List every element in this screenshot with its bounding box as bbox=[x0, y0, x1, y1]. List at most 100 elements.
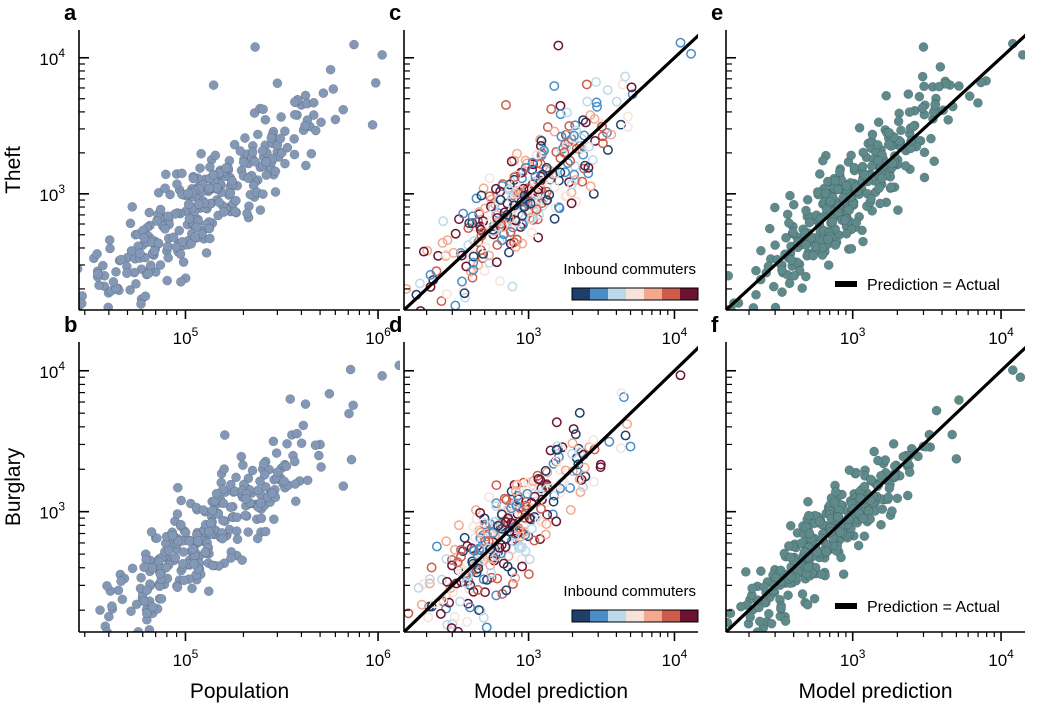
data-point bbox=[763, 608, 774, 619]
data-point bbox=[98, 664, 107, 673]
data-point bbox=[71, 641, 80, 650]
points-group bbox=[71, 360, 400, 673]
data-point bbox=[153, 187, 164, 198]
data-point bbox=[255, 497, 266, 508]
data-point bbox=[567, 448, 578, 459]
tick-base: 10 bbox=[39, 186, 58, 205]
data-point bbox=[302, 475, 313, 486]
data-point bbox=[525, 198, 536, 209]
data-point bbox=[136, 572, 146, 583]
data-point bbox=[152, 216, 162, 226]
tick-exponent: 4 bbox=[58, 46, 65, 60]
data-point bbox=[170, 552, 181, 563]
data-point bbox=[127, 563, 138, 574]
data-point bbox=[851, 217, 862, 228]
data-point bbox=[467, 218, 478, 229]
data-point bbox=[153, 238, 164, 249]
x-tick-label: 103 bbox=[840, 647, 866, 670]
data-point bbox=[441, 249, 452, 260]
data-point bbox=[839, 215, 850, 226]
data-point bbox=[551, 417, 562, 428]
data-point bbox=[225, 188, 236, 199]
data-point bbox=[549, 182, 560, 193]
data-point bbox=[726, 608, 736, 619]
data-point bbox=[886, 182, 897, 192]
data-point bbox=[289, 149, 300, 160]
data-point bbox=[285, 394, 296, 404]
data-point bbox=[591, 97, 602, 108]
identity-line bbox=[404, 345, 698, 632]
data-point bbox=[289, 134, 300, 144]
tick-base: 10 bbox=[39, 363, 58, 382]
data-point bbox=[888, 439, 899, 449]
data-point bbox=[532, 149, 543, 160]
data-point bbox=[162, 275, 173, 286]
data-point bbox=[416, 599, 427, 610]
data-point bbox=[893, 205, 903, 215]
data-point bbox=[139, 562, 149, 573]
row-label: Burglary bbox=[2, 447, 25, 526]
data-point bbox=[237, 555, 248, 566]
data-point bbox=[258, 458, 269, 469]
tick-exponent: 5 bbox=[192, 325, 199, 339]
data-point bbox=[542, 467, 553, 478]
data-point bbox=[177, 168, 187, 179]
data-point bbox=[475, 533, 486, 544]
legend-label: Prediction = Actual bbox=[867, 277, 1000, 294]
data-point bbox=[776, 602, 786, 613]
data-point bbox=[904, 467, 915, 478]
data-point bbox=[425, 269, 436, 280]
data-point bbox=[318, 88, 329, 98]
data-point bbox=[167, 530, 178, 541]
data-point bbox=[801, 205, 811, 216]
identity-line bbox=[726, 33, 1025, 310]
data-point bbox=[846, 150, 856, 161]
data-point bbox=[591, 77, 601, 88]
data-point bbox=[250, 156, 260, 167]
data-point bbox=[520, 500, 531, 511]
data-point bbox=[740, 567, 751, 577]
data-point bbox=[580, 117, 591, 128]
x-axis-label: Population bbox=[190, 680, 289, 703]
data-point bbox=[313, 450, 324, 461]
data-point bbox=[172, 509, 183, 519]
data-point bbox=[377, 371, 387, 381]
data-point bbox=[759, 582, 769, 593]
data-point bbox=[330, 114, 341, 125]
data-point bbox=[135, 248, 145, 259]
data-point bbox=[192, 536, 203, 546]
data-point bbox=[592, 101, 602, 112]
data-point bbox=[242, 208, 252, 219]
data-point bbox=[260, 114, 271, 125]
data-point bbox=[533, 232, 544, 243]
data-point bbox=[203, 586, 214, 597]
data-point bbox=[258, 104, 269, 115]
legend-label: Prediction = Actual bbox=[867, 599, 1000, 616]
data-point bbox=[534, 209, 544, 220]
data-point bbox=[424, 578, 435, 589]
data-point bbox=[431, 541, 442, 552]
data-point bbox=[338, 481, 349, 491]
data-point bbox=[131, 278, 141, 289]
data-point bbox=[678, 700, 687, 706]
data-point bbox=[428, 319, 436, 327]
data-point bbox=[482, 574, 492, 585]
data-point bbox=[449, 612, 460, 623]
data-point bbox=[894, 108, 905, 119]
colorbar-swatch bbox=[572, 610, 590, 622]
tick-base: 10 bbox=[988, 329, 1007, 348]
data-point bbox=[156, 593, 167, 604]
data-point bbox=[581, 79, 592, 90]
data-point bbox=[453, 309, 455, 310]
data-point bbox=[447, 618, 458, 629]
data-point bbox=[785, 190, 795, 201]
data-point bbox=[509, 172, 520, 183]
data-point bbox=[546, 104, 557, 115]
panel-letter: e bbox=[711, 0, 723, 25]
data-point bbox=[564, 177, 575, 188]
data-point bbox=[208, 169, 219, 180]
data-point bbox=[455, 596, 465, 607]
data-point bbox=[310, 125, 321, 136]
